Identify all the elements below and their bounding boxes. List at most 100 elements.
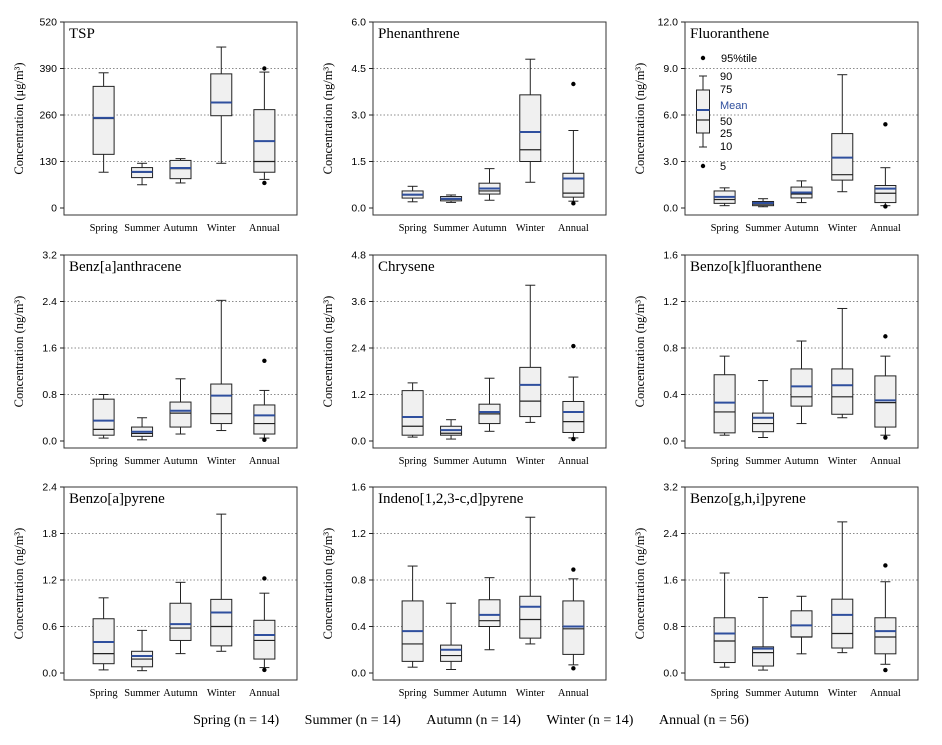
- box-iqr: [253, 404, 276, 435]
- y-tick-label: 0.0: [351, 203, 366, 215]
- category-label: Annual: [558, 223, 589, 234]
- outlier-point: [571, 436, 576, 442]
- y-tick-label: 2.4: [42, 482, 57, 494]
- category-label: Winter: [207, 223, 236, 234]
- box-iqr: [713, 374, 736, 434]
- outlier-point: [571, 81, 576, 87]
- y-tick-label: 0.0: [663, 668, 678, 680]
- box-autumn: [169, 158, 192, 184]
- y-tick-label: 1.2: [351, 389, 366, 401]
- box-iqr: [562, 400, 585, 433]
- category-label: Winter: [828, 688, 857, 699]
- category-label: Summer: [745, 688, 781, 699]
- box-summer: [752, 596, 775, 671]
- y-axis-label: Concentration (ng/m³): [321, 63, 335, 175]
- box-summer: [752, 198, 775, 208]
- box-spring: [92, 394, 115, 439]
- y-tick-label: 0.0: [663, 436, 678, 448]
- category-label: Winter: [516, 223, 545, 234]
- box-summer: [440, 602, 463, 671]
- box-winter: [831, 307, 854, 419]
- footer-winter: Winter (n = 14): [546, 713, 634, 728]
- y-tick-label: 1.6: [663, 575, 678, 587]
- category-label: Summer: [124, 223, 160, 234]
- box-iqr: [519, 94, 542, 162]
- y-axis-label: Concentration (ng/m³): [321, 528, 335, 640]
- category-label: Winter: [516, 456, 545, 467]
- box-iqr: [210, 73, 233, 117]
- box-spring: [713, 572, 736, 668]
- box-autumn: [790, 180, 813, 204]
- category-label: Annual: [249, 688, 280, 699]
- y-tick-label: 2.4: [351, 343, 366, 355]
- y-tick-label: 1.8: [42, 528, 57, 540]
- category-label: Summer: [433, 456, 469, 467]
- category-label: Autumn: [472, 688, 507, 699]
- category-label: Winter: [828, 223, 857, 234]
- outlier-point: [883, 563, 888, 568]
- box-autumn: [478, 377, 501, 432]
- category-label: Autumn: [163, 223, 198, 234]
- box-winter: [519, 516, 542, 645]
- chart-panel-benzo-k-fluoranthene: 0.0 0.4 0.8 1.2 1.6 Concentration (ng/m³) Benz…: [633, 250, 919, 467]
- y-tick-label: 4.5: [351, 63, 366, 75]
- box-iqr: [401, 390, 424, 436]
- y-axis-label: Concentration (ng/m³): [321, 296, 335, 408]
- panel-title: Benzo[a]pyrene: [69, 491, 165, 507]
- outlier-point: [262, 437, 267, 443]
- outlier-point: [883, 435, 888, 440]
- y-tick-label: 0.0: [42, 668, 57, 680]
- y-axis-label: Concentration (μg/m³): [12, 62, 26, 174]
- outlier-point: [571, 567, 576, 572]
- box-annual: [874, 122, 897, 209]
- y-axis-label: Concentration (ng/m³): [12, 296, 26, 408]
- footer-annual: Annual (n = 56): [658, 713, 749, 728]
- outlier-point: [262, 576, 267, 581]
- y-tick-label: 1.6: [42, 343, 57, 355]
- box-iqr: [169, 602, 192, 641]
- box-annual: [562, 81, 585, 206]
- panel-title: Benzo[k]fluoranthene: [690, 259, 822, 275]
- category-label: Summer: [745, 223, 781, 234]
- category-label: Autumn: [784, 223, 819, 234]
- category-label: Summer: [124, 456, 160, 467]
- panel-title: Phenanthrene: [378, 26, 460, 42]
- outlier-point: [883, 122, 888, 127]
- category-label: Spring: [711, 688, 740, 699]
- box-iqr: [519, 595, 542, 639]
- category-label: Annual: [870, 688, 901, 699]
- box-winter: [831, 521, 854, 654]
- plot-frame: [372, 486, 607, 681]
- y-tick-label: 1.2: [42, 575, 57, 587]
- box-annual: [562, 343, 585, 442]
- box-spring: [92, 597, 115, 671]
- panel-title: TSP: [69, 26, 95, 42]
- category-label: Annual: [558, 688, 589, 699]
- y-tick-label: 2.4: [663, 528, 678, 540]
- box-spring: [92, 72, 115, 173]
- y-tick-label: 0.0: [42, 436, 57, 448]
- y-tick-label: 0: [51, 203, 57, 215]
- box-iqr: [519, 366, 542, 418]
- category-label: Spring: [90, 223, 119, 234]
- box-iqr: [831, 598, 854, 649]
- box-iqr: [92, 85, 115, 155]
- box-winter: [210, 46, 233, 164]
- outlier-point: [571, 201, 576, 206]
- y-tick-label: 4.8: [351, 250, 366, 262]
- legend-label: 75: [720, 84, 732, 96]
- y-tick-label: 1.6: [351, 482, 366, 494]
- y-tick-label: 2.4: [42, 296, 57, 308]
- y-tick-label: 6.0: [351, 17, 366, 29]
- category-label: Spring: [399, 688, 428, 699]
- plot-frame: [372, 21, 607, 216]
- box-iqr: [440, 644, 463, 662]
- outlier-point: [262, 66, 267, 71]
- legend-label: 25: [720, 128, 732, 140]
- box-autumn: [790, 595, 813, 655]
- category-label: Annual: [249, 223, 280, 234]
- box-autumn: [478, 168, 501, 201]
- y-axis-label: Concentration (ng/m³): [12, 528, 26, 640]
- plot-frame: [684, 486, 919, 681]
